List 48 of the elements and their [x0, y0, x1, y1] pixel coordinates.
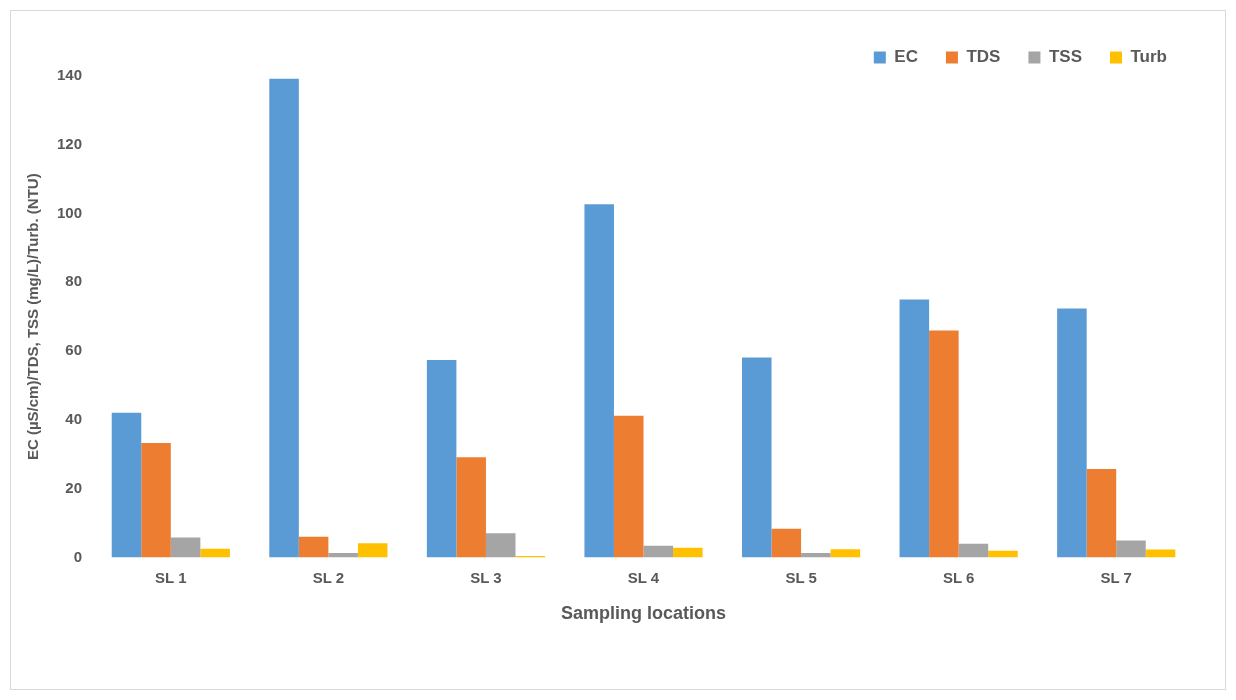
bar: [613, 415, 644, 558]
y-tick-label: 60: [65, 341, 83, 359]
x-tick-label: SL 3: [470, 568, 502, 586]
y-tick-label: 80: [65, 272, 83, 290]
x-tick-label: SL 4: [627, 568, 660, 586]
x-tick-label: SL 2: [312, 568, 345, 586]
bar: [1086, 469, 1117, 558]
bar: [929, 330, 959, 558]
bar: [1057, 308, 1087, 558]
bar: [958, 543, 989, 558]
bar: [899, 299, 930, 558]
bar: [426, 360, 457, 558]
y-axis-title: EC (µS/cm)/TDS, TSS (mg/L)/Turb. (NTU): [24, 173, 42, 461]
bar: [298, 536, 329, 558]
bar: [1116, 540, 1146, 558]
legend-label: TDS: [966, 47, 1001, 67]
bar: [357, 543, 388, 558]
x-tick-label: SL 6: [942, 568, 975, 586]
x-tick-label: SL 7: [1100, 568, 1132, 586]
bar: [643, 545, 674, 558]
x-tick-label: SL 1: [155, 568, 187, 586]
bar: [830, 549, 861, 558]
bar: [456, 457, 486, 558]
bar: [1145, 549, 1176, 558]
y-tick-label: 0: [73, 547, 83, 565]
bar: [141, 442, 171, 558]
bar: [485, 533, 516, 558]
x-axis-title: Sampling locations: [561, 603, 727, 624]
legend-label: EC: [894, 47, 918, 67]
bar: [328, 552, 358, 558]
bar: [170, 537, 201, 558]
legend-label: Turb: [1130, 47, 1168, 67]
y-tick-label: 100: [57, 203, 83, 221]
x-tick-label: SL 5: [785, 568, 817, 586]
bar: [801, 552, 831, 558]
bar: [988, 550, 1018, 558]
bar: [111, 412, 142, 558]
y-tick-label: 120: [57, 134, 83, 152]
bar: [200, 548, 230, 558]
legend-label: TSS: [1048, 47, 1082, 67]
bar: [584, 204, 614, 558]
y-tick-label: 20: [65, 478, 83, 496]
y-tick-label: 40: [65, 410, 83, 427]
y-tick-label: 140: [57, 66, 83, 84]
bar: [771, 528, 802, 558]
bar: [269, 78, 299, 558]
bar: [673, 547, 703, 558]
bar: [741, 357, 772, 558]
